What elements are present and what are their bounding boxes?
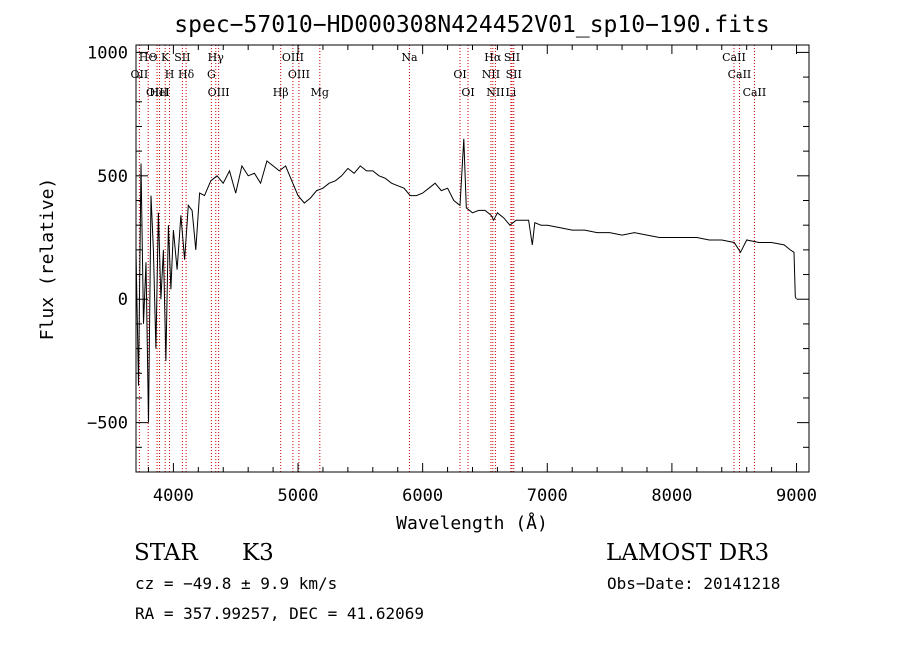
x-axis-ticks: 4000 5000 6000 7000 8000 9000 <box>147 45 817 506</box>
y-tick-label: 500 <box>97 167 128 187</box>
line-label: HΘ <box>139 51 158 64</box>
line-label: NII <box>486 86 504 99</box>
line-label: OII <box>131 68 149 81</box>
line-label: SII <box>174 51 190 64</box>
redshift-text: cz = −49.8 ± 9.9 km/s <box>135 574 338 593</box>
line-label: Li <box>505 86 516 99</box>
x-axis-label: Wavelength (Å) <box>396 512 548 534</box>
x-tick-label: 6000 <box>402 486 443 506</box>
coordinates: RA = 357.99257, DEC = 41.62069 <box>135 604 424 623</box>
y-axis-label: Flux (relative) <box>37 178 58 341</box>
line-label: SII <box>506 68 522 81</box>
x-tick-label: 9000 <box>776 486 817 506</box>
line-label: OIII <box>208 86 230 99</box>
line-label: OI <box>461 86 474 99</box>
line-label: Hδ <box>178 68 195 81</box>
plot-frame <box>135 44 810 473</box>
chart-title: spec−57010−HD000308N424452V01_sp10−190.f… <box>174 12 769 38</box>
line-label: NII <box>482 68 500 81</box>
x-tick-label: 8000 <box>651 486 692 506</box>
y-tick-label: −500 <box>87 414 128 434</box>
x-tick-label: 7000 <box>527 486 568 506</box>
line-label: OI <box>453 68 466 81</box>
y-tick-label: 0 <box>118 290 128 310</box>
line-label: Hγ <box>208 51 225 64</box>
line-label: Hβ <box>273 86 289 99</box>
x-tick-label: 5000 <box>278 486 319 506</box>
line-label: Mg <box>311 86 329 99</box>
line-label: Hα <box>484 51 502 64</box>
line-label: CaII <box>722 51 746 64</box>
line-labels: HΘOIIOIIIKHHeISIIHδOIIIHγGHβOIIIOIIIMgNa… <box>131 51 767 99</box>
line-label: Na <box>401 51 418 64</box>
line-label: H <box>165 68 175 81</box>
y-tick-label: 1000 <box>87 43 128 63</box>
line-label: G <box>207 68 216 81</box>
obs-date: Obs−Date: 20141218 <box>607 574 781 593</box>
survey-name: LAMOST DR3 <box>606 540 770 566</box>
line-label: HeI <box>149 86 169 99</box>
object-subclass: K3 <box>242 540 274 566</box>
line-label: K <box>161 51 170 64</box>
object-class: STAR <box>134 540 198 566</box>
line-label: OIII <box>146 86 168 99</box>
line-label: CaII <box>743 86 767 99</box>
line-label: SII <box>504 51 520 64</box>
line-label: CaII <box>728 68 752 81</box>
line-markers <box>138 45 755 472</box>
x-tick-label: 4000 <box>153 486 194 506</box>
spectrum-line <box>135 138 797 423</box>
y-axis-ticks: −500 0 500 1000 <box>87 43 809 448</box>
line-label: OIII <box>282 51 304 64</box>
line-label: OIII <box>288 68 310 81</box>
